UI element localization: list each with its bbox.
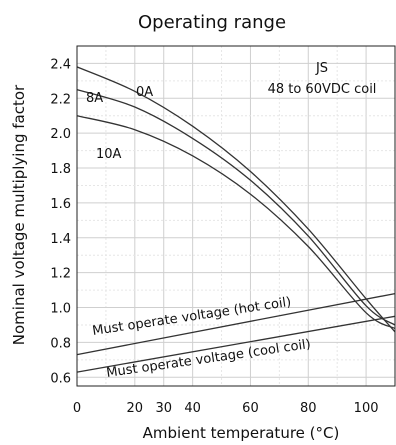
y-tick-label: 1.4 [50, 232, 71, 247]
y-tick-labels: 0.6 0.8 1.0 1.2 1.4 1.6 1.8 2.0 2.2 2.4 [50, 57, 71, 386]
x-axis-label: Ambient temperature (°C) [143, 424, 340, 442]
y-tick-label: 1.0 [50, 302, 71, 317]
plot-frame [76, 45, 396, 387]
series-group [76, 66, 396, 373]
curve-label-10a: 10A [96, 147, 122, 162]
series-cool-coil-line [76, 315, 396, 373]
y-tick-label: 1.6 [50, 197, 71, 212]
y-tick-label: 2.0 [50, 127, 71, 142]
x-tick-labels: 0 20 30 40 60 80 100 [73, 401, 379, 416]
y-tick-label: 1.2 [50, 267, 71, 282]
x-tick-label: 60 [242, 401, 259, 416]
curve-label-8a: 8A [86, 91, 103, 106]
x-tick-label: 0 [73, 401, 81, 416]
series-10a-curve [76, 115, 396, 330]
chart-title: Operating range [138, 12, 286, 33]
y-tick-label: 1.8 [50, 162, 71, 177]
y-tick-label: 2.2 [50, 92, 71, 107]
series-hot-coil-line [76, 292, 396, 356]
x-tick-label: 80 [300, 401, 317, 416]
y-tick-label: 0.8 [50, 336, 71, 351]
x-tick-label: 20 [127, 401, 144, 416]
x-tick-label: 30 [155, 401, 172, 416]
y-tick-label: 0.6 [50, 371, 71, 386]
x-tick-label: 100 [354, 401, 379, 416]
series-8a-curve [76, 88, 396, 326]
model-label: JS [315, 61, 328, 76]
grid [77, 46, 395, 386]
curve-label-0a: 0A [136, 85, 153, 100]
x-tick-label: 40 [184, 401, 201, 416]
y-axis-label: Nominal voltage multiplying factor [10, 84, 28, 345]
coil-label: 48 to 60VDC coil [268, 82, 377, 97]
y-tick-label: 2.4 [50, 57, 71, 72]
